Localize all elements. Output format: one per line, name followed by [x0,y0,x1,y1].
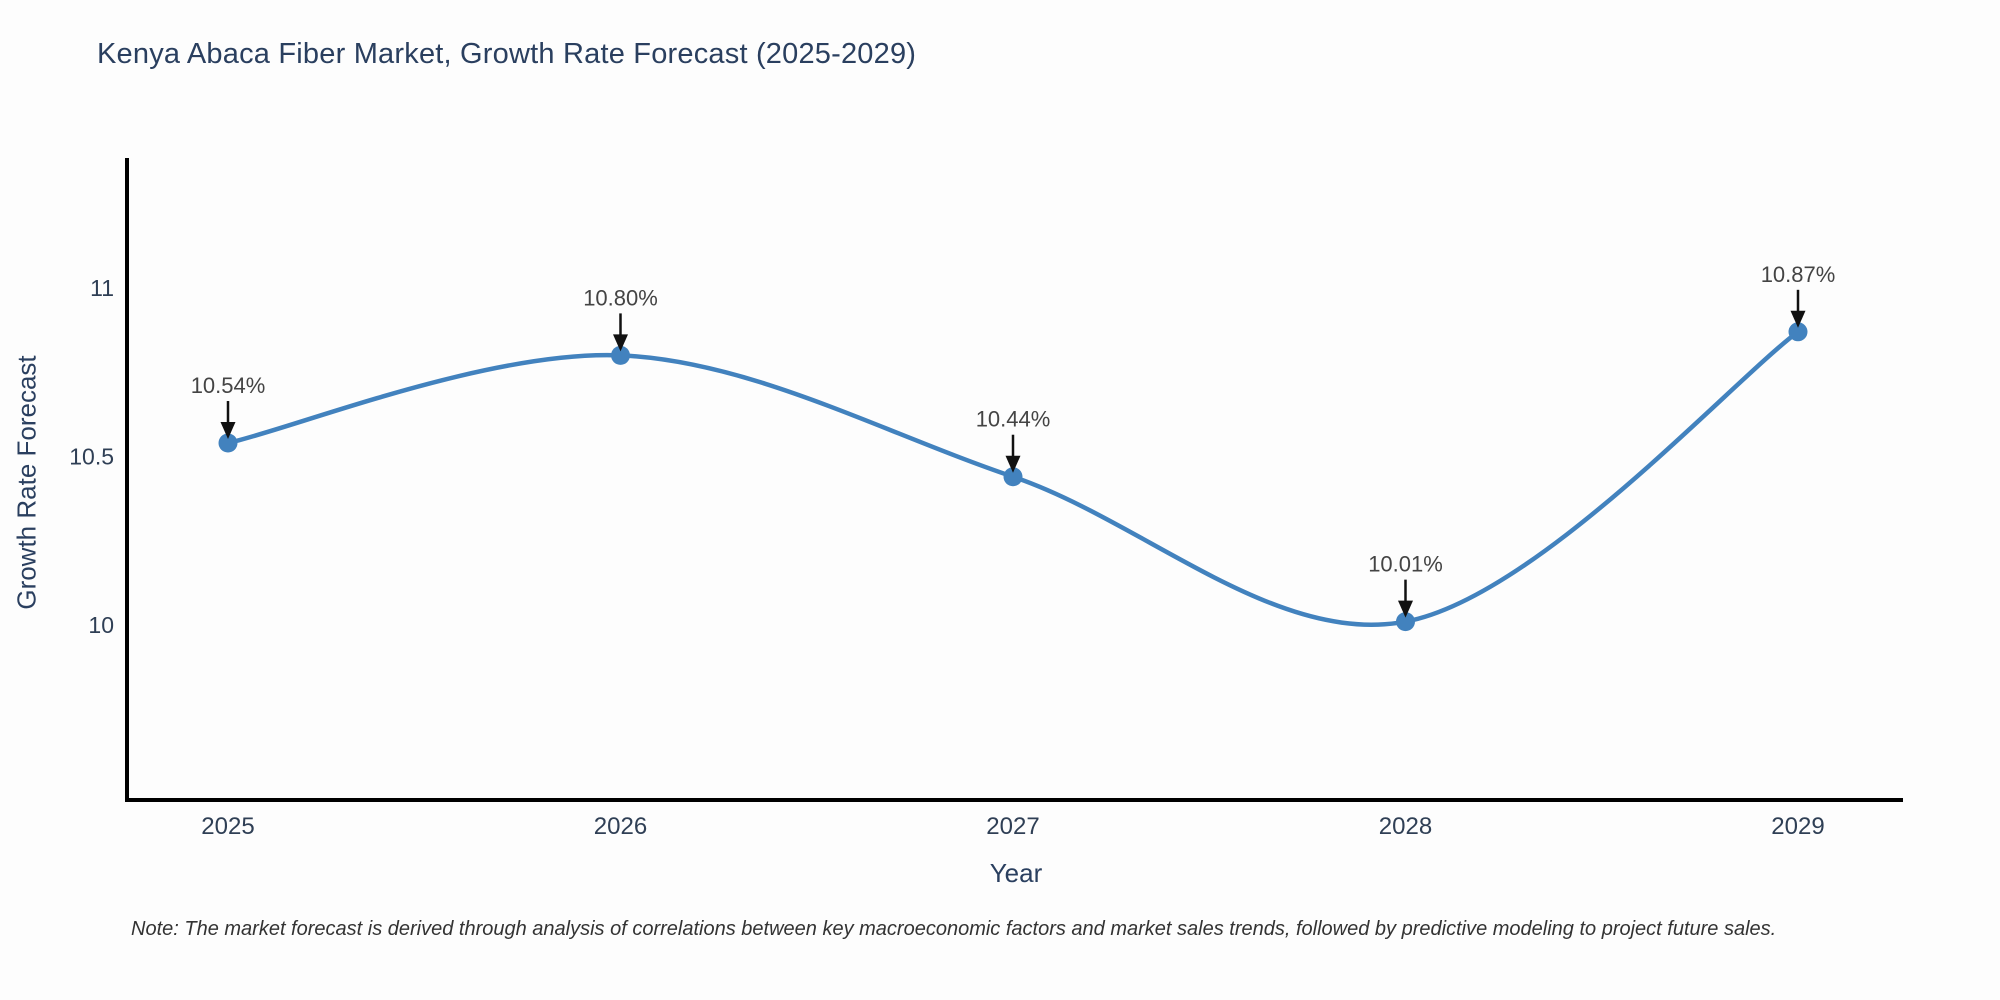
data-point-label: 10.87% [1761,262,1836,287]
annotation-arrowhead [220,422,236,440]
x-tick-label: 2028 [1379,813,1432,840]
data-point-label: 10.54% [191,373,266,398]
data-point-label: 10.44% [976,407,1051,432]
footnote: Note: The market forecast is derived thr… [131,918,1777,940]
data-point-marker [611,345,630,365]
data-point-marker [1396,612,1415,632]
data-point-marker [1003,467,1023,487]
data-point-label: 10.80% [583,285,658,310]
x-tick-label: 2029 [1771,813,1824,840]
x-tick-label: 2025 [201,813,254,840]
trend-line [225,329,1801,627]
data-point-marker [218,433,238,453]
x-tick-label: 2027 [986,813,1039,840]
x-tick-label: 2026 [594,813,647,840]
y-tick-label: 11 [90,275,114,301]
y-axis-title: Growth Rate Forecast [11,355,42,610]
annotation-arrowhead [613,334,628,352]
data-point-label: 10.01% [1368,552,1443,577]
annotation-arrowhead [1398,600,1413,618]
chart-title: Kenya Abaca Fiber Market, Growth Rate Fo… [97,38,917,70]
data-point-marker [1788,322,1808,342]
x-axis-title: Year [989,858,1043,888]
annotation-arrowhead [1005,455,1021,473]
y-tick-label: 10.5 [69,444,114,470]
y-tick-label: 10 [88,612,114,638]
annotation-arrowhead [1790,310,1806,328]
